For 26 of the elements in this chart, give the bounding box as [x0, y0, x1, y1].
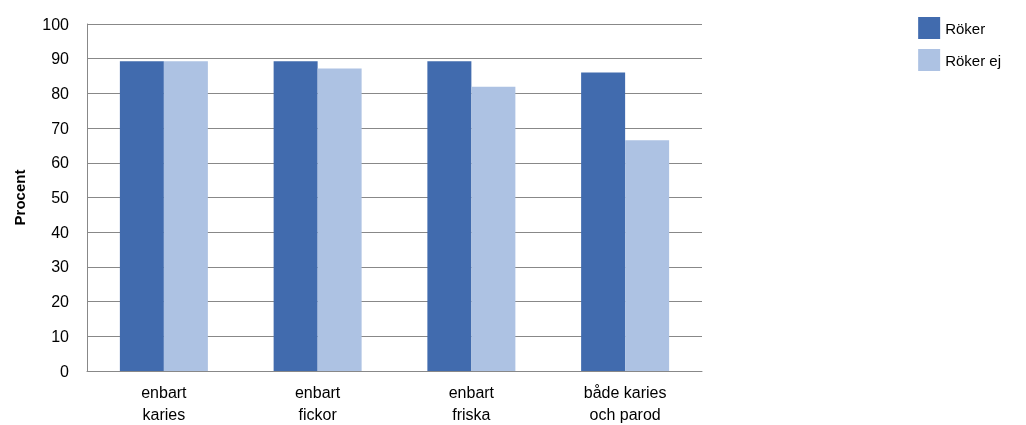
x-tick-label: enbart fickor: [294, 383, 341, 423]
y-tick-label: 50: [51, 189, 70, 206]
y-tick-label: 70: [51, 119, 70, 137]
y-tick-label: 100: [42, 15, 70, 33]
y-tick-label: 60: [51, 154, 70, 172]
y-tick-label: 90: [51, 50, 70, 68]
bar: [317, 68, 362, 371]
bar: [625, 140, 670, 371]
x-tick-label: enbart friska: [448, 383, 495, 423]
legend-label: Röker: [945, 19, 986, 37]
legend-label: Röker ej: [945, 51, 1001, 69]
x-tick-label: både karies och parod: [583, 383, 667, 423]
y-tick-label: 20: [51, 293, 70, 311]
y-tick-label: 40: [51, 223, 70, 241]
y-tick-label: 10: [51, 327, 70, 345]
y-tick-label: 80: [51, 84, 70, 102]
bar: [273, 61, 318, 371]
y-tick-label: 30: [51, 258, 70, 276]
y-tick-label: 0: [60, 362, 70, 380]
bar: [119, 61, 164, 371]
x-tick-label: enbart karies: [141, 383, 188, 423]
bar: [163, 61, 208, 371]
y-axis-title: Procent: [11, 169, 28, 226]
bar: [427, 61, 472, 371]
bar: [471, 86, 516, 371]
bar: [581, 72, 626, 371]
